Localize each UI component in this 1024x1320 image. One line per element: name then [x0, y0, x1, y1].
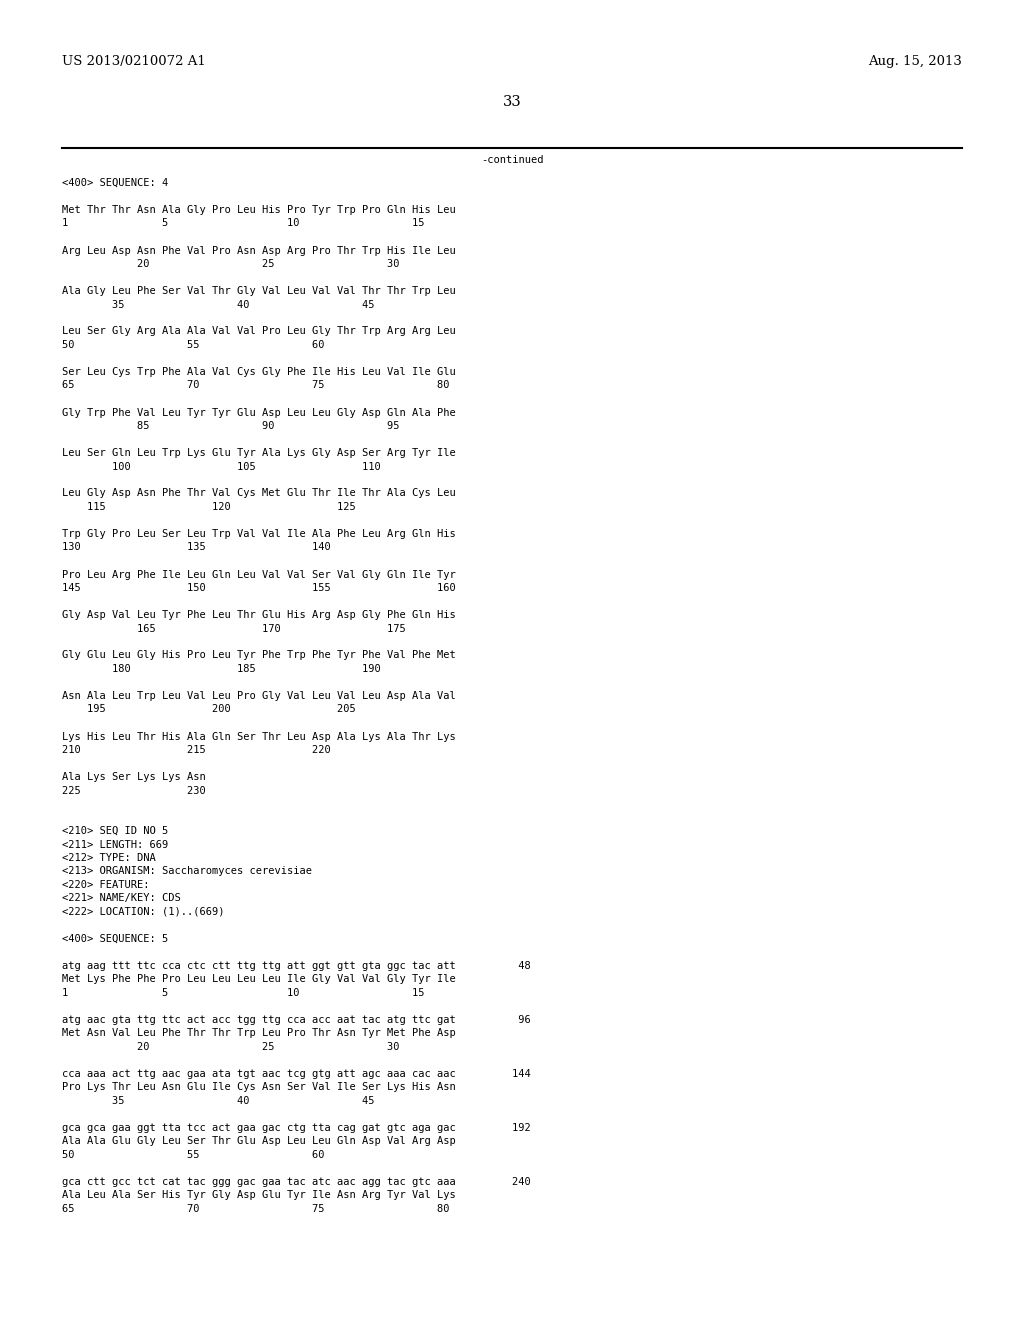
- Text: 115                 120                 125: 115 120 125: [62, 502, 355, 512]
- Text: Met Asn Val Leu Phe Thr Thr Trp Leu Pro Thr Asn Tyr Met Phe Asp: Met Asn Val Leu Phe Thr Thr Trp Leu Pro …: [62, 1028, 456, 1039]
- Text: 1               5                   10                  15: 1 5 10 15: [62, 987, 425, 998]
- Text: 85                  90                  95: 85 90 95: [62, 421, 399, 432]
- Text: cca aaa act ttg aac gaa ata tgt aac tcg gtg att agc aaa cac aac         144: cca aaa act ttg aac gaa ata tgt aac tcg …: [62, 1069, 530, 1078]
- Text: 50                  55                  60: 50 55 60: [62, 1150, 325, 1160]
- Text: 65                  70                  75                  80: 65 70 75 80: [62, 380, 450, 391]
- Text: 225                 230: 225 230: [62, 785, 206, 796]
- Text: Gly Trp Phe Val Leu Tyr Tyr Glu Asp Leu Leu Gly Asp Gln Ala Phe: Gly Trp Phe Val Leu Tyr Tyr Glu Asp Leu …: [62, 408, 456, 417]
- Text: Leu Ser Gln Leu Trp Lys Glu Tyr Ala Lys Gly Asp Ser Arg Tyr Ile: Leu Ser Gln Leu Trp Lys Glu Tyr Ala Lys …: [62, 447, 456, 458]
- Text: Met Thr Thr Asn Ala Gly Pro Leu His Pro Tyr Trp Pro Gln His Leu: Met Thr Thr Asn Ala Gly Pro Leu His Pro …: [62, 205, 456, 215]
- Text: gca ctt gcc tct cat tac ggg gac gaa tac atc aac agg tac gtc aaa         240: gca ctt gcc tct cat tac ggg gac gaa tac …: [62, 1177, 530, 1187]
- Text: 100                 105                 110: 100 105 110: [62, 462, 381, 471]
- Text: Ala Lys Ser Lys Lys Asn: Ala Lys Ser Lys Lys Asn: [62, 772, 206, 781]
- Text: 1               5                   10                  15: 1 5 10 15: [62, 219, 425, 228]
- Text: 65                  70                  75                  80: 65 70 75 80: [62, 1204, 450, 1214]
- Text: <220> FEATURE:: <220> FEATURE:: [62, 880, 150, 890]
- Text: Pro Lys Thr Leu Asn Glu Ile Cys Asn Ser Val Ile Ser Lys His Asn: Pro Lys Thr Leu Asn Glu Ile Cys Asn Ser …: [62, 1082, 456, 1093]
- Text: 210                 215                 220: 210 215 220: [62, 744, 331, 755]
- Text: <212> TYPE: DNA: <212> TYPE: DNA: [62, 853, 156, 863]
- Text: 145                 150                 155                 160: 145 150 155 160: [62, 583, 456, 593]
- Text: -continued: -continued: [480, 154, 544, 165]
- Text: Leu Gly Asp Asn Phe Thr Val Cys Met Glu Thr Ile Thr Ala Cys Leu: Leu Gly Asp Asn Phe Thr Val Cys Met Glu …: [62, 488, 456, 499]
- Text: Pro Leu Arg Phe Ile Leu Gln Leu Val Val Ser Val Gly Gln Ile Tyr: Pro Leu Arg Phe Ile Leu Gln Leu Val Val …: [62, 569, 456, 579]
- Text: Met Lys Phe Phe Pro Leu Leu Leu Leu Ile Gly Val Val Gly Tyr Ile: Met Lys Phe Phe Pro Leu Leu Leu Leu Ile …: [62, 974, 456, 985]
- Text: 20                  25                  30: 20 25 30: [62, 1041, 399, 1052]
- Text: 20                  25                  30: 20 25 30: [62, 259, 399, 269]
- Text: <213> ORGANISM: Saccharomyces cerevisiae: <213> ORGANISM: Saccharomyces cerevisiae: [62, 866, 312, 876]
- Text: Arg Leu Asp Asn Phe Val Pro Asn Asp Arg Pro Thr Trp His Ile Leu: Arg Leu Asp Asn Phe Val Pro Asn Asp Arg …: [62, 246, 456, 256]
- Text: 35                  40                  45: 35 40 45: [62, 300, 375, 309]
- Text: 165                 170                 175: 165 170 175: [62, 623, 406, 634]
- Text: <400> SEQUENCE: 5: <400> SEQUENCE: 5: [62, 935, 168, 944]
- Text: <221> NAME/KEY: CDS: <221> NAME/KEY: CDS: [62, 894, 181, 903]
- Text: Ala Gly Leu Phe Ser Val Thr Gly Val Leu Val Val Thr Thr Trp Leu: Ala Gly Leu Phe Ser Val Thr Gly Val Leu …: [62, 286, 456, 296]
- Text: 180                 185                 190: 180 185 190: [62, 664, 381, 675]
- Text: <210> SEQ ID NO 5: <210> SEQ ID NO 5: [62, 826, 168, 836]
- Text: <400> SEQUENCE: 4: <400> SEQUENCE: 4: [62, 178, 168, 187]
- Text: 130                 135                 140: 130 135 140: [62, 543, 331, 553]
- Text: Leu Ser Gly Arg Ala Ala Val Val Pro Leu Gly Thr Trp Arg Arg Leu: Leu Ser Gly Arg Ala Ala Val Val Pro Leu …: [62, 326, 456, 337]
- Text: Lys His Leu Thr His Ala Gln Ser Thr Leu Asp Ala Lys Ala Thr Lys: Lys His Leu Thr His Ala Gln Ser Thr Leu …: [62, 731, 456, 742]
- Text: gca gca gaa ggt tta tcc act gaa gac ctg tta cag gat gtc aga gac         192: gca gca gaa ggt tta tcc act gaa gac ctg …: [62, 1123, 530, 1133]
- Text: Trp Gly Pro Leu Ser Leu Trp Val Val Ile Ala Phe Leu Arg Gln His: Trp Gly Pro Leu Ser Leu Trp Val Val Ile …: [62, 529, 456, 539]
- Text: 35                  40                  45: 35 40 45: [62, 1096, 375, 1106]
- Text: Gly Asp Val Leu Tyr Phe Leu Thr Glu His Arg Asp Gly Phe Gln His: Gly Asp Val Leu Tyr Phe Leu Thr Glu His …: [62, 610, 456, 620]
- Text: US 2013/0210072 A1: US 2013/0210072 A1: [62, 55, 206, 69]
- Text: atg aag ttt ttc cca ctc ctt ttg ttg att ggt gtt gta ggc tac att          48: atg aag ttt ttc cca ctc ctt ttg ttg att …: [62, 961, 530, 972]
- Text: 33: 33: [503, 95, 521, 110]
- Text: Asn Ala Leu Trp Leu Val Leu Pro Gly Val Leu Val Leu Asp Ala Val: Asn Ala Leu Trp Leu Val Leu Pro Gly Val …: [62, 690, 456, 701]
- Text: <222> LOCATION: (1)..(669): <222> LOCATION: (1)..(669): [62, 907, 224, 917]
- Text: <211> LENGTH: 669: <211> LENGTH: 669: [62, 840, 168, 850]
- Text: Ala Leu Ala Ser His Tyr Gly Asp Glu Tyr Ile Asn Arg Tyr Val Lys: Ala Leu Ala Ser His Tyr Gly Asp Glu Tyr …: [62, 1191, 456, 1200]
- Text: Gly Glu Leu Gly His Pro Leu Tyr Phe Trp Phe Tyr Phe Val Phe Met: Gly Glu Leu Gly His Pro Leu Tyr Phe Trp …: [62, 651, 456, 660]
- Text: Ala Ala Glu Gly Leu Ser Thr Glu Asp Leu Leu Gln Asp Val Arg Asp: Ala Ala Glu Gly Leu Ser Thr Glu Asp Leu …: [62, 1137, 456, 1147]
- Text: Ser Leu Cys Trp Phe Ala Val Cys Gly Phe Ile His Leu Val Ile Glu: Ser Leu Cys Trp Phe Ala Val Cys Gly Phe …: [62, 367, 456, 378]
- Text: atg aac gta ttg ttc act acc tgg ttg cca acc aat tac atg ttc gat          96: atg aac gta ttg ttc act acc tgg ttg cca …: [62, 1015, 530, 1026]
- Text: 50                  55                  60: 50 55 60: [62, 341, 325, 350]
- Text: Aug. 15, 2013: Aug. 15, 2013: [868, 55, 962, 69]
- Text: 195                 200                 205: 195 200 205: [62, 705, 355, 714]
